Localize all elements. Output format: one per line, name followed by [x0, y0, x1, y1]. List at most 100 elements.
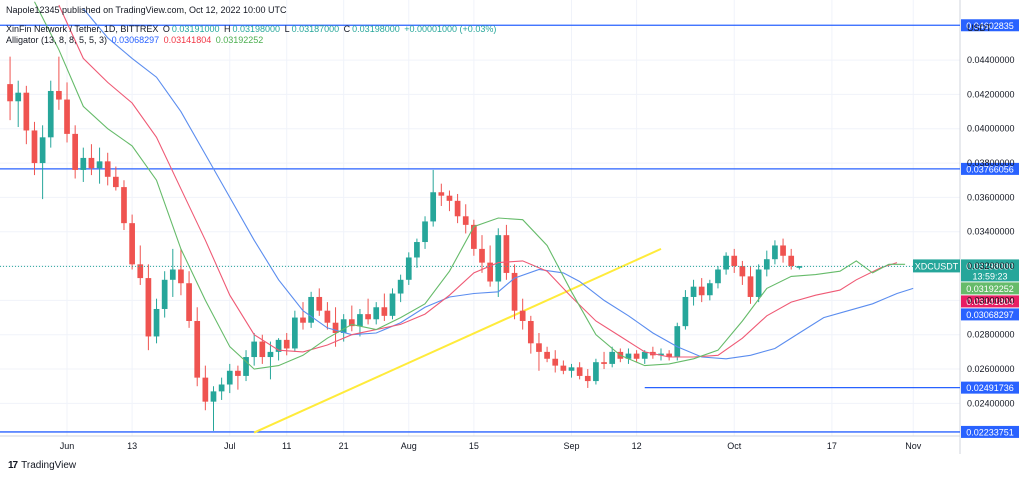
candle-body [503, 235, 510, 273]
time-tick-label: Nov [905, 441, 922, 451]
candle-body [56, 90, 62, 100]
last-price-label: 0.03198000 [966, 261, 1014, 271]
candle-body [186, 283, 192, 321]
time-tick-label: 12 [632, 441, 642, 451]
price-axis[interactable]: 0.04602835 0.03766056 0.02233751 0.02491736… [961, 19, 1019, 438]
candle-body [226, 370, 233, 385]
candle-body [389, 293, 396, 316]
candle-body [438, 192, 445, 196]
candle-body [487, 262, 493, 282]
candle-body [780, 245, 786, 256]
change-value: +0.00001000 (+0.03%) [404, 24, 497, 34]
candle-body [772, 245, 778, 260]
candle-body [405, 257, 412, 280]
candle-body [747, 276, 754, 297]
candle-body [104, 161, 111, 177]
candle-body [739, 266, 746, 277]
candle-body [340, 319, 347, 334]
candle-body [422, 221, 428, 243]
level-price-label: 0.04602835 [966, 21, 1014, 31]
candle-body [633, 353, 640, 359]
candle-body [218, 384, 225, 392]
candle-body [495, 235, 502, 282]
candle-body [194, 320, 201, 378]
candle-body [300, 317, 306, 323]
candle-body [210, 391, 217, 402]
low-value: 0.03187000 [291, 24, 340, 34]
alligator-teeth-tag-label: 0.03141804 [966, 297, 1014, 307]
candle-body [715, 269, 721, 284]
level-price-tag [961, 19, 1019, 32]
candle-body [796, 266, 803, 268]
candle-body [47, 90, 54, 138]
trend-line-segment[interactable] [253, 247, 662, 434]
alligator-teeth-line [58, 4, 898, 358]
candle-body [373, 307, 380, 320]
high-value: 0.03198000 [232, 24, 281, 34]
price-tick-label: 0.04200000 [967, 89, 1015, 99]
candle-body [446, 195, 453, 201]
candle-body [706, 283, 713, 296]
price-tick-label: 0.02800000 [967, 330, 1015, 340]
candles [7, 56, 803, 431]
candle-body [454, 200, 461, 217]
alligator-legend[interactable]: Alligator (13, 8, 8, 5, 5, 3) 0.03068297… [6, 35, 265, 45]
horizontal-lines[interactable] [0, 24, 960, 433]
alligator-lips-line [34, 1, 906, 370]
candle-body [348, 319, 355, 327]
candle-body [462, 216, 469, 225]
candle-body [609, 351, 616, 364]
candle-body [96, 161, 103, 169]
price-tick-label: 0.03200000 [967, 261, 1015, 271]
candle-body [145, 278, 152, 337]
time-tick-label: 15 [469, 441, 479, 451]
candle-body [601, 362, 607, 364]
price-tick-label: 0.04400000 [967, 55, 1015, 65]
footer-brand[interactable]: 17 TradingView [8, 460, 76, 471]
candle-body [568, 367, 575, 371]
candle-body [178, 269, 184, 284]
candle-body [112, 176, 119, 188]
candle-body [15, 92, 22, 102]
symbol-ohlc-line: XinFin Network / Tether, 1D, BITTREX O 0.… [6, 24, 498, 34]
candle-body [698, 286, 705, 296]
candle-body [471, 224, 477, 249]
alligator-label[interactable]: Alligator (13, 8, 8, 5, 5, 3) [6, 35, 108, 45]
candle-body [723, 255, 729, 270]
alligator-lips-tag [961, 282, 1019, 295]
candle-body [763, 259, 770, 270]
candle-body [527, 320, 534, 344]
candle-body [357, 314, 363, 327]
candle-body [690, 286, 697, 297]
candle-body [332, 322, 339, 334]
last-price-tag [961, 259, 1019, 282]
low-label: L [284, 24, 290, 34]
time-tick-label: 13 [127, 441, 137, 451]
candle-body [235, 370, 241, 376]
candle-body [584, 375, 591, 382]
candle-body [658, 353, 664, 356]
close-value: 0.03198000 [352, 24, 400, 34]
tradingview-logo-icon: 17 [8, 460, 18, 471]
candle-body [169, 269, 176, 280]
candle-body [161, 279, 168, 309]
candle-body [731, 255, 738, 267]
candle-body [243, 357, 249, 376]
close-label: C [343, 24, 351, 34]
alligator-jaw-tag [961, 308, 1019, 321]
symbol-name[interactable]: XinFin Network / Tether, 1D, BITTREX [6, 24, 159, 34]
price-tick-label: 0.04000000 [967, 124, 1015, 134]
candle-body [552, 358, 559, 366]
time-axis[interactable]: Jun 13 Jul 11 21 Aug 15 Sep 12 Oct 17 Nov [60, 441, 922, 451]
level-price-label: 0.03766056 [966, 164, 1014, 174]
candle-body [39, 137, 46, 164]
candle-body [755, 269, 762, 297]
candle-body [251, 341, 258, 358]
candle-body [283, 339, 290, 349]
candle-body [519, 310, 526, 321]
candle-body [397, 279, 404, 294]
price-tick-label: 0.03800000 [967, 158, 1015, 168]
trend-line[interactable] [253, 247, 662, 434]
candle-body [414, 242, 420, 258]
